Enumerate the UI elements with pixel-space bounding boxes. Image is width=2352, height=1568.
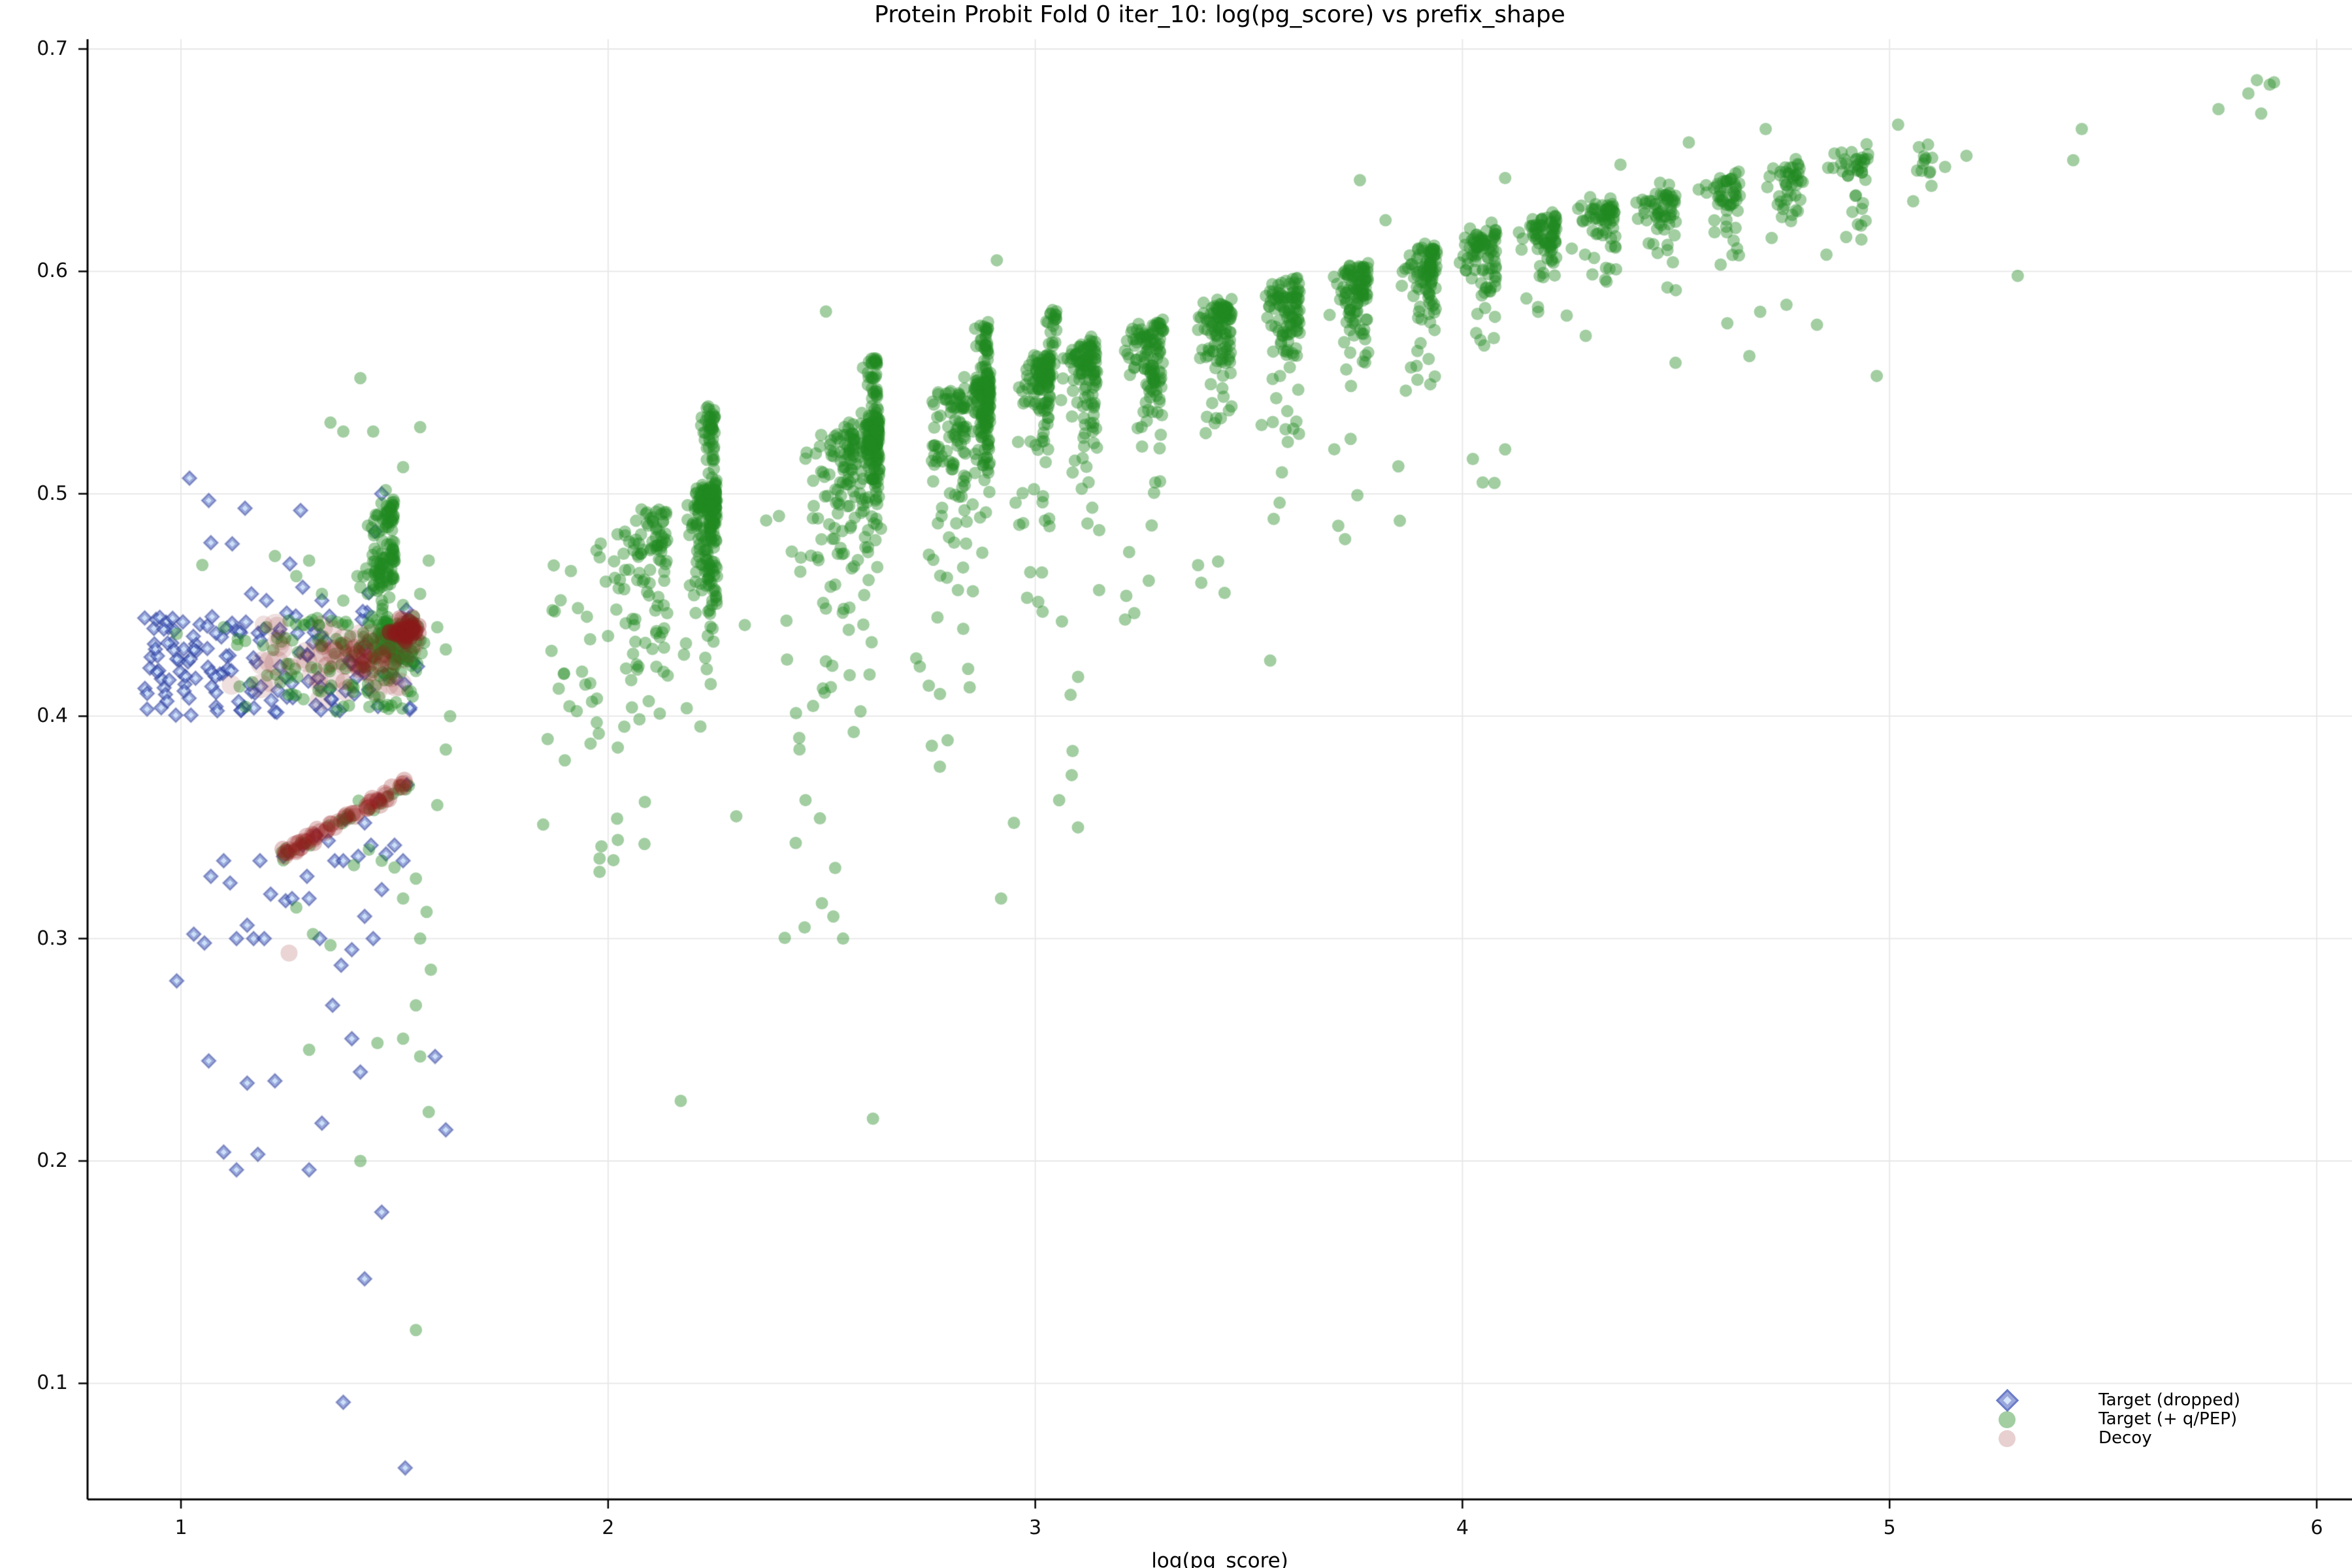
legend: Target (dropped) Target (+ q/PEP) Decoy (1994, 1388, 2241, 1448)
x-tick-label: 3 (1029, 1516, 1042, 1539)
legend-row-decoy: Decoy (1994, 1429, 2240, 1448)
legend-label: Target (dropped) (2099, 1390, 2241, 1410)
x-tick-label: 6 (2310, 1516, 2323, 1539)
legend-marker-box (1994, 1411, 2020, 1428)
x-tick-label: 5 (1883, 1516, 1896, 1539)
legend-row-target: Target (+ q/PEP) (1994, 1410, 2240, 1429)
x-tick-label: 4 (1456, 1516, 1469, 1539)
target-dropped-diamond-icon (1995, 1388, 2019, 1413)
legend-label: Target (+ q/PEP) (2099, 1409, 2238, 1429)
legend-label: Decoy (2099, 1428, 2152, 1448)
y-tick-label: 0.5 (37, 482, 68, 505)
y-tick-label: 0.1 (37, 1371, 68, 1395)
y-tick-label: 0.4 (37, 704, 68, 728)
legend-marker-box (1994, 1388, 2020, 1413)
y-tick-label: 0.7 (37, 37, 68, 60)
x-axis-label: log(pg_score) (1151, 1549, 1288, 1568)
legend-row-target-dropped: Target (dropped) (1994, 1388, 2241, 1413)
decoy-circle-icon (1999, 1429, 2016, 1447)
chart-title: Protein Probit Fold 0 iter_10: log(pg_sc… (874, 1, 1565, 28)
legend-marker-box (1994, 1429, 2020, 1447)
y-tick-label: 0.3 (37, 926, 68, 950)
y-tick-label: 0.6 (37, 259, 68, 283)
target-circle-icon (1999, 1411, 2016, 1428)
x-tick-label: 2 (602, 1516, 615, 1539)
y-tick-label: 0.2 (37, 1149, 68, 1172)
diamond-inner-icon (2002, 1396, 2012, 1405)
x-tick-label: 1 (174, 1516, 188, 1539)
